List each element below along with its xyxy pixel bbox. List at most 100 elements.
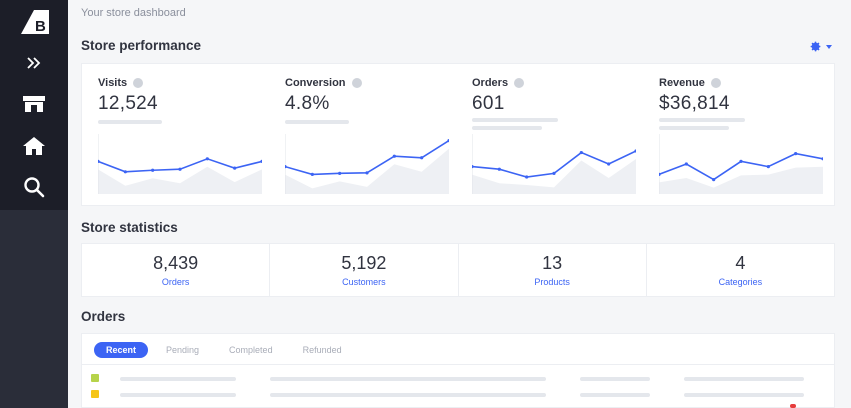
status-indicator	[91, 390, 99, 398]
storefront-icon[interactable]	[0, 86, 68, 122]
skeleton-line	[98, 120, 162, 124]
metric-orders[interactable]: Orders 601	[456, 64, 642, 205]
sparkline-point	[338, 171, 342, 175]
sparkline-point	[739, 159, 743, 163]
home-icon[interactable]	[0, 128, 68, 164]
stat-orders: 8,439 Orders	[82, 244, 271, 296]
sparkline-area	[659, 166, 823, 194]
info-icon[interactable]	[351, 78, 362, 88]
skeleton-line	[580, 393, 650, 397]
breadcrumb[interactable]: Your store dashboard	[81, 7, 186, 19]
settings-dropdown[interactable]	[809, 40, 833, 53]
sparkline-point	[447, 139, 449, 143]
search-icon[interactable]	[0, 169, 68, 205]
sparkline-point	[525, 175, 529, 179]
sparkline-point	[766, 165, 770, 169]
metric-label-orders: Orders	[472, 77, 525, 89]
metric-visits[interactable]: Visits 12,524	[82, 64, 268, 205]
metric-label-visits: Visits	[98, 77, 144, 89]
metric-label-revenue: Revenue	[659, 77, 721, 89]
sparkline-area	[472, 159, 636, 194]
chevron-down-icon	[826, 44, 832, 49]
sparkline-point	[684, 162, 688, 166]
metric-label-text: Revenue	[659, 77, 705, 89]
sparkline-line	[285, 139, 449, 176]
metric-label-text: Orders	[472, 77, 509, 89]
skeleton-line	[659, 126, 729, 130]
tab-recent[interactable]: Recent	[94, 342, 149, 358]
skeleton-line	[684, 393, 804, 397]
performance-card: Visits 12,524 Conversion 4.8% Orders 601	[81, 63, 835, 206]
sparkline-point	[821, 157, 823, 161]
skeleton-line	[120, 393, 236, 397]
sparkline-point	[98, 159, 100, 163]
sparkline-point	[420, 156, 424, 160]
sparkline-point	[712, 178, 716, 182]
sparkline-point	[178, 167, 182, 171]
stat-categories: 4 Categories	[647, 244, 834, 296]
sparkline	[659, 134, 823, 194]
indicator-mark	[790, 404, 796, 408]
skeleton-line	[270, 377, 546, 381]
stat-value: 5,192	[341, 253, 387, 273]
metric-value: 601	[472, 93, 505, 114]
stat-products: 13 Products	[459, 244, 647, 296]
metric-label-text: Visits	[98, 77, 128, 89]
metric-conversion[interactable]: Conversion 4.8%	[269, 64, 455, 205]
bigcommerce-logo-icon[interactable]: B	[0, 4, 68, 40]
stat-customers: 5,192 Customers	[270, 244, 459, 296]
info-icon[interactable]	[710, 78, 721, 88]
svg-text:B: B	[35, 18, 46, 35]
sparkline-point	[472, 165, 474, 169]
sparkline-point	[552, 171, 556, 175]
sparkline-point	[634, 149, 636, 153]
skeleton-line	[472, 126, 542, 130]
metric-value: 12,524	[98, 93, 158, 114]
orders-card: Recent Pending Completed Refunded	[81, 333, 835, 408]
sparkline-point	[579, 150, 583, 155]
store-statistics-title: Store statistics	[81, 220, 178, 235]
stat-link-customers[interactable]: Customers	[342, 277, 386, 287]
store-performance-title: Store performance	[81, 38, 202, 53]
metric-value: 4.8%	[285, 93, 330, 114]
tab-refunded[interactable]: Refunded	[302, 345, 342, 355]
stat-link-categories[interactable]: Categories	[718, 277, 763, 287]
orders-title: Orders	[81, 309, 126, 324]
sidebar: B	[0, 0, 68, 408]
skeleton-line	[472, 118, 558, 122]
sidebar-nav: B	[0, 0, 68, 210]
statistics-card: 8,439 Orders 5,192 Customers 13 Products…	[81, 243, 835, 297]
info-icon[interactable]	[133, 78, 144, 88]
main-content: Your store dashboard Store performance V…	[68, 0, 851, 408]
skeleton-line	[270, 393, 546, 397]
sparkline-point	[659, 172, 661, 176]
tab-completed[interactable]: Completed	[229, 345, 273, 355]
sparkline-point	[497, 167, 501, 171]
sparkline-point	[607, 162, 611, 166]
sparkline-point	[392, 154, 396, 158]
sparkline-point	[310, 172, 314, 176]
skeleton-line	[659, 118, 745, 122]
sparkline-point	[151, 168, 155, 172]
info-icon[interactable]	[514, 78, 525, 88]
metric-label-text: Conversion	[285, 77, 346, 89]
skeleton-line	[120, 377, 236, 381]
sparkline-point	[260, 159, 262, 163]
divider	[82, 364, 834, 365]
expand-icon[interactable]	[0, 45, 68, 81]
stat-link-orders[interactable]: Orders	[161, 277, 190, 287]
sparkline-area	[285, 148, 449, 194]
sparkline-point	[123, 170, 127, 174]
skeleton-line	[580, 377, 650, 381]
sparkline-point	[794, 152, 798, 156]
stat-value: 13	[542, 253, 563, 273]
metric-label-conversion: Conversion	[285, 77, 362, 89]
gear-icon	[810, 41, 821, 52]
tab-pending[interactable]: Pending	[166, 345, 200, 355]
stat-value: 4	[735, 253, 746, 273]
sparkline-point	[365, 171, 369, 175]
metric-revenue[interactable]: Revenue $36,814	[643, 64, 829, 205]
stat-link-products[interactable]: Products	[534, 277, 570, 287]
sparkline-point	[285, 165, 287, 169]
orders-tabs: Recent Pending Completed Refunded	[94, 342, 360, 358]
